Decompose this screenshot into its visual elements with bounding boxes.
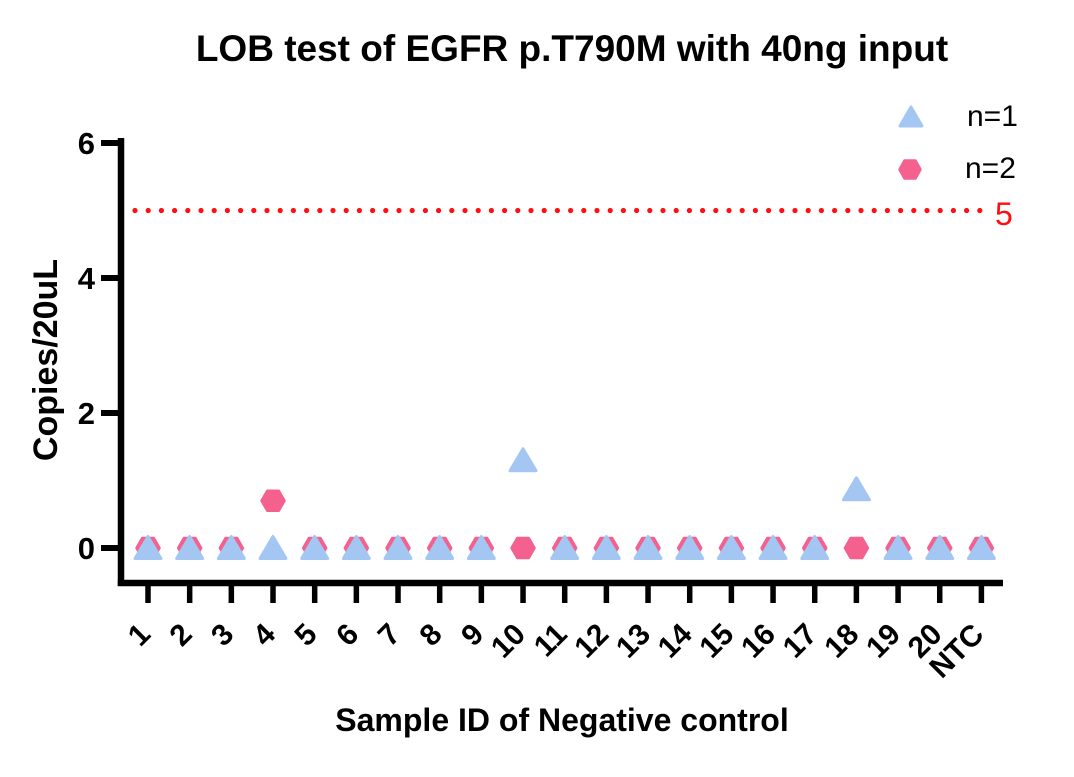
x-tick-label: 10	[485, 618, 532, 665]
marker-n1-triangle	[341, 535, 371, 560]
marker-n1-triangle	[508, 447, 538, 473]
chart-title: LOB test of EGFR p.T790M with 40ng input	[195, 28, 949, 69]
marker-n1-triangle	[633, 535, 663, 560]
y-tick-label: 2	[78, 396, 95, 431]
marker-n1-triangle	[841, 476, 871, 502]
marker-n1-triangle	[925, 535, 955, 560]
y-axis-title: Copies/20uL	[27, 258, 65, 462]
marker-n2-hexagon	[510, 536, 536, 560]
x-tick-label: 13	[610, 618, 657, 665]
marker-n1-triangle	[591, 535, 621, 560]
x-tick-label: 14	[652, 617, 699, 664]
marker-n1-triangle	[466, 535, 496, 560]
marker-n2-hexagon	[843, 536, 870, 560]
x-tick-label: 17	[777, 618, 824, 665]
x-tick-label: 8	[414, 618, 449, 653]
legend-label-n1: n=1	[967, 100, 1018, 133]
n1-triangle-icon	[898, 105, 924, 128]
marker-n1-triangle	[258, 535, 288, 560]
y-tick-label: 6	[78, 126, 95, 161]
x-tick-label: 19	[860, 618, 907, 665]
legend: n=1 n=2	[898, 91, 1018, 195]
marker-n1-triangle	[425, 535, 455, 560]
legend-row-n1: n=1	[898, 91, 1018, 143]
x-tick-label: 12	[568, 618, 615, 665]
marker-n1-triangle	[216, 535, 246, 560]
marker-n1-triangle	[800, 535, 830, 560]
marker-n1-triangle	[883, 535, 913, 560]
x-tick-label: 6	[330, 618, 365, 653]
x-tick-label: 2	[163, 618, 198, 653]
marker-n1-triangle	[716, 535, 746, 560]
x-tick-label: 11	[528, 618, 574, 664]
y-tick-label: 4	[78, 261, 96, 296]
marker-n1-triangle	[550, 535, 580, 560]
x-tick-label: 7	[372, 618, 407, 653]
x-tick-label: 5	[288, 618, 323, 653]
marker-n1-triangle	[966, 535, 996, 560]
x-tick-label: 18	[818, 618, 865, 665]
marker-n1-triangle	[675, 535, 705, 560]
x-tick-label: 1	[122, 618, 157, 653]
marker-n1-triangle	[758, 535, 788, 560]
legend-row-n2: n=2	[898, 143, 1018, 195]
x-tick-label: 9	[455, 618, 490, 653]
marker-n1-triangle	[133, 535, 163, 560]
marker-n1-triangle	[383, 535, 413, 560]
marker-n2-hexagon	[260, 489, 286, 512]
x-axis-title: Sample ID of Negative control	[335, 702, 789, 738]
marker-n1-triangle	[175, 535, 205, 560]
marker-n1-triangle	[300, 535, 330, 560]
n2-hexagon-icon	[898, 158, 922, 180]
x-tick-label: 3	[205, 618, 240, 653]
x-tick-label: 16	[735, 618, 782, 665]
y-tick-label: 0	[78, 531, 95, 566]
x-tick-label: 4	[247, 617, 282, 652]
x-tick-label: 15	[693, 618, 740, 665]
legend-label-n2: n=2	[965, 152, 1016, 185]
threshold-label: 5	[995, 196, 1013, 232]
